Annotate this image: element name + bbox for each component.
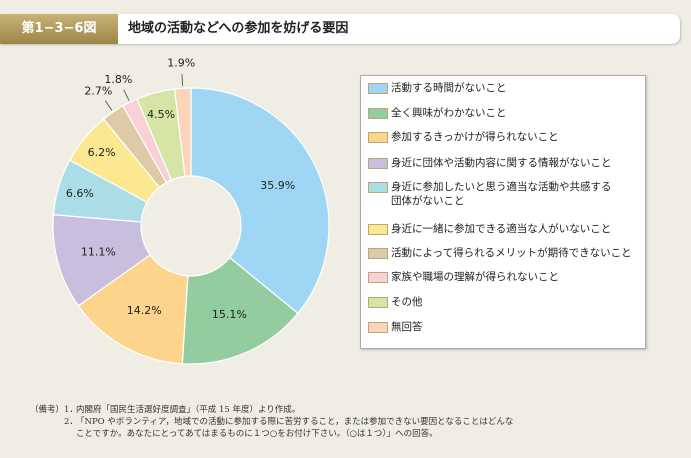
legend-text: 身近に一緒に参加できる適当な人がいないこと: [391, 223, 612, 235]
legend-text: 活動する時間がないこと: [391, 82, 507, 94]
figure-number: 第1−3−6図: [0, 14, 118, 44]
legend-item: 無回答: [368, 320, 423, 334]
note-line: 2． 「NPO やボランティア，地域での活動に参加する際に苦労すること，または参加…: [30, 416, 513, 428]
legend-label: 家族や職場の理解が得られないこと: [391, 270, 559, 284]
chart-legend: 活動する時間がないこと 全く興味がわかないこと参加するきっかけが得られないこと身近…: [360, 75, 646, 349]
data-label: 14.2%: [127, 304, 162, 317]
legend-swatch: [368, 132, 388, 143]
data-label: 2.7%: [84, 85, 112, 98]
data-label: 1.9%: [167, 56, 195, 69]
figure-title: 地域の活動などへの参加を妨げる要因: [128, 21, 349, 36]
legend-label: 全く興味がわかないこと: [391, 106, 507, 120]
legend-label: 活動する時間がないこと: [391, 81, 507, 95]
legend-swatch: [368, 248, 388, 259]
note-label: [30, 428, 64, 440]
legend-text: その他: [391, 296, 423, 308]
note-label: （備考）: [30, 405, 65, 415]
legend-label: 身近に参加したいと思う適当な活動や共感する 団体がないこと: [391, 180, 612, 208]
legend-text: 身近に参加したいと思う適当な活動や共感する: [391, 181, 612, 193]
data-label: 1.8%: [104, 73, 132, 86]
note-text: ことですか。あなたにとってあてはまるものに１つ○をお付け下さい。（○は１つ）」へ…: [76, 429, 438, 439]
leader-line: [181, 74, 184, 87]
legend-item: 身近に参加したいと思う適当な活動や共感する 団体がないこと: [368, 180, 612, 208]
legend-label: 活動によって得られるメリットが期待できないこと: [391, 246, 632, 260]
legend-text: 無回答: [391, 321, 423, 333]
legend-text: 団体がないこと: [391, 195, 465, 207]
legend-swatch: [368, 272, 388, 283]
note-text: 「NPO やボランティア，地域での活動に参加する際に苦労すること，または参加でき…: [76, 417, 514, 427]
legend-label: その他: [391, 295, 423, 309]
legend-label: 身近に団体や活動内容に関する情報がないこと: [391, 156, 612, 170]
note-line: ことですか。あなたにとってあてはまるものに１つ○をお付け下さい。（○は１つ）」へ…: [30, 428, 513, 440]
data-label: 15.1%: [212, 308, 247, 321]
legend-item: 身近に団体や活動内容に関する情報がないこと: [368, 156, 612, 170]
legend-swatch: [368, 322, 388, 333]
note-number: 2．: [64, 417, 78, 427]
note-number: [64, 428, 76, 440]
legend-item: 参加するきっかけが得られないこと: [368, 130, 559, 144]
data-label: 6.2%: [88, 146, 116, 159]
note-number: 1．: [64, 405, 78, 415]
legend-item: 活動によって得られるメリットが期待できないこと: [368, 246, 632, 260]
donut-slice: [173, 87, 192, 178]
note-line: （備考） 1． 内閣府「国民生活選好度調査」（平成 15 年度）より作成。: [30, 404, 513, 416]
legend-swatch: [368, 182, 388, 193]
legend-item: その他: [368, 295, 423, 309]
note-label: [30, 416, 64, 428]
donut-chart: 35.9% 15.1% 14.2% 11.1% 6.6% 6.2% 2.7%1.8% 4.5%…: [52, 56, 330, 365]
legend-text: 活動によって得られるメリットが期待できないこと: [391, 247, 632, 259]
legend-label: 身近に一緒に参加できる適当な人がいないこと: [391, 222, 611, 236]
legend-text: 参加するきっかけが得られないこと: [391, 131, 559, 143]
data-label: 6.6%: [66, 187, 94, 200]
legend-swatch: [368, 158, 388, 169]
legend-item: 家族や職場の理解が得られないこと: [368, 270, 559, 284]
data-label: 4.5%: [147, 108, 175, 121]
donut-slice: [181, 256, 299, 365]
legend-text: 家族や職場の理解が得られないこと: [391, 271, 559, 283]
data-label: 11.1%: [81, 245, 116, 258]
leader-line: [104, 100, 113, 111]
note-text: 内閣府「国民生活選好度調査」（平成 15 年度）より作成。: [76, 405, 301, 415]
donut-slice: [190, 87, 330, 315]
legend-swatch: [368, 108, 388, 119]
figure-header: 第1−3−6図 地域の活動などへの参加を妨げる要因: [0, 14, 680, 44]
legend-label: 参加するきっかけが得られないこと: [391, 130, 559, 144]
leader-line: [123, 89, 130, 101]
legend-swatch: [368, 297, 388, 308]
legend-item: 身近に一緒に参加できる適当な人がいないこと: [368, 222, 611, 236]
donut-slice: [77, 254, 189, 365]
legend-text: 身近に団体や活動内容に関する情報がないこと: [391, 157, 612, 169]
legend-item: 全く興味がわかないこと: [368, 106, 507, 120]
legend-swatch: [368, 224, 388, 235]
legend-label: 無回答: [391, 320, 423, 334]
legend-item: 活動する時間がないこと: [368, 81, 507, 95]
data-label: 35.9%: [260, 179, 295, 192]
legend-swatch: [368, 83, 388, 94]
legend-text: 全く興味がわかないこと: [391, 107, 507, 119]
notes: （備考） 1． 内閣府「国民生活選好度調査」（平成 15 年度）より作成。 2． 「NP…: [30, 404, 513, 440]
